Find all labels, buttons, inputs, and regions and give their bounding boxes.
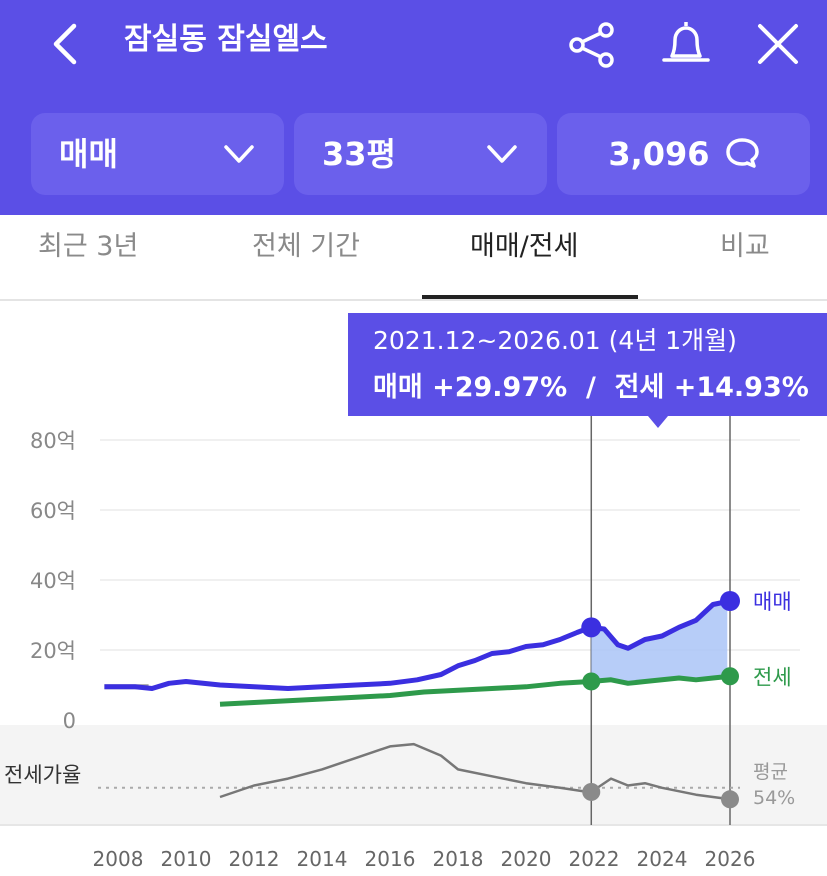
comment-count: 3,096 [608,135,710,173]
share-icon[interactable] [565,18,621,70]
ratio-range-end-point [721,790,739,809]
price-chart: 0 20억 40억 60억 80억 2008 2010 2012 2014 2016 2018 202… [0,400,827,871]
jeonse-range-start-point [582,672,601,691]
range-tooltip: 2021.12~2026.01 (4년 1개월) 매매 +29.97% / 전세… [348,313,827,428]
ratio-average-value: 54% [753,787,795,809]
ratio-panel-label: 전세가율 [4,763,81,787]
x-tick-label: 2014 [297,847,348,871]
page-title: 잠실동 잠실엘스 [124,22,328,57]
ratio-average-label: 평균 [753,761,788,783]
y-tick-label: 80억 [30,429,76,453]
ratio-line [219,742,731,801]
bell-icon[interactable] [658,18,714,70]
y-tick-label: 0 [63,709,76,733]
sale-range-end-point [720,591,740,611]
tab-sale-jeonse[interactable]: 매매/전세 [470,231,579,262]
x-tick-label: 2012 [229,847,280,871]
tooltip-period: 2021.12~2026.01 (4년 1개월) [373,326,737,355]
series-label-sale: 매매 [753,590,792,614]
trade-type-value: 매매 [59,135,118,173]
x-tick-label: 2008 [93,847,144,871]
period-tabs: 최근 3년 전체 기간 매매/전세 비교 [0,215,827,301]
x-tick-label: 2016 [365,847,416,871]
x-tick-label: 2024 [637,847,688,871]
x-tick-label: 2018 [433,847,484,871]
active-tab-indicator [422,295,638,299]
close-icon[interactable] [750,18,806,70]
tab-recent-3-years[interactable]: 최근 3년 [38,231,139,262]
size-dropdown[interactable]: 33평 [294,113,547,195]
y-tick-label: 20억 [30,639,76,663]
series-label-jeonse: 전세 [753,665,792,689]
speech-bubble-icon [725,138,759,168]
chevron-left-icon[interactable] [44,18,88,70]
app-header: 잠실동 잠실엘스 매매 33평 3,096 [0,0,827,215]
comment-count-row: 3,096 [557,133,810,175]
x-tick-label: 2026 [705,847,756,871]
range-shaded-area [591,601,728,684]
comments-button[interactable]: 3,096 [557,113,810,195]
chevron-down-icon [487,145,517,163]
tab-full-period[interactable]: 전체 기간 [252,231,360,262]
ratio-panel-bg [0,725,827,825]
y-tick-label: 40억 [30,569,76,593]
tab-compare[interactable]: 비교 [720,231,770,262]
ratio-range-start-point [582,782,601,801]
series-line-jeonse [219,673,731,707]
y-tick-label: 60억 [30,499,76,523]
tooltip-change: 매매 +29.97% / 전세 +14.93% [373,372,809,403]
sale-range-start-point [581,617,602,638]
jeonse-range-end-point [721,667,739,686]
tooltip-arrow [648,416,668,428]
series-line-sale [104,598,731,691]
x-tick-label: 2022 [569,847,620,871]
trade-type-dropdown[interactable]: 매매 [31,113,284,195]
size-value: 33평 [322,135,396,173]
x-tick-label: 2010 [161,847,212,871]
chevron-down-icon [224,145,254,163]
x-tick-label: 2020 [501,847,552,871]
